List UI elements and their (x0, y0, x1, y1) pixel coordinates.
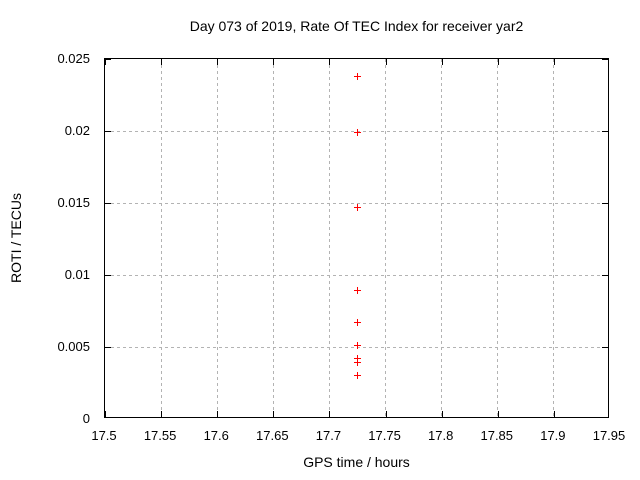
marker-vertical-bar (357, 355, 358, 363)
x-tick-label: 17.75 (368, 428, 401, 443)
y-tick-mark-right (602, 203, 608, 204)
x-tick-label: 17.8 (428, 428, 454, 443)
marker-vertical-bar (357, 72, 358, 80)
marker-vertical-bar (357, 319, 358, 327)
y-tick-label: 0.01 (64, 267, 90, 282)
x-tick-mark-bottom (385, 411, 387, 417)
y-tick-mark-right (602, 275, 608, 276)
x-tick-mark-bottom (161, 411, 163, 417)
x-tick-label: 17.7 (315, 428, 342, 443)
x-tick-mark-top (441, 59, 443, 65)
y-tick-mark-left (105, 59, 111, 60)
y-tick-mark-right (602, 417, 608, 418)
x-axis-label: GPS time / hours (303, 454, 410, 470)
marker-vertical-bar (357, 203, 358, 211)
gridline-horizontal (105, 274, 608, 276)
marker-vertical-bar (357, 342, 358, 350)
y-tick-label: 0.005 (57, 339, 90, 354)
y-tick-mark-right (602, 131, 608, 132)
x-tick-mark-top (105, 59, 106, 65)
y-tick-mark-left (105, 347, 111, 348)
x-tick-mark-bottom (273, 411, 275, 417)
y-tick-label: 0.015 (57, 195, 90, 210)
gridline-vertical (553, 59, 555, 417)
gridline-vertical (160, 59, 162, 417)
x-tick-mark-top (608, 59, 609, 65)
gridline-vertical (385, 59, 387, 417)
y-tick-mark-left (105, 203, 111, 204)
x-tick-mark-top (385, 59, 387, 65)
data-point-marker (354, 72, 361, 80)
chart-title: Day 073 of 2019, Rate Of TEC Index for r… (189, 18, 524, 34)
x-tick-mark-bottom (105, 411, 106, 417)
x-tick-label: 17.95 (592, 428, 626, 443)
x-tick-mark-bottom (329, 411, 331, 417)
y-tick-mark-right (602, 347, 608, 348)
x-tick-mark-bottom (553, 411, 555, 417)
y-tick-label: 0.025 (57, 51, 90, 66)
y-tick-label: 0 (82, 411, 90, 426)
data-point-marker (354, 287, 361, 295)
y-tick-label: 0.02 (64, 123, 90, 138)
data-point-marker (354, 355, 361, 363)
marker-vertical-bar (357, 128, 358, 136)
x-tick-mark-top (329, 59, 331, 65)
y-tick-mark-left (105, 275, 111, 276)
plot-area (104, 58, 609, 418)
x-tick-mark-bottom (608, 411, 609, 417)
marker-vertical-bar (357, 372, 358, 380)
data-point-marker (354, 319, 361, 327)
y-tick-mark-left (105, 417, 111, 418)
data-point-marker (354, 372, 361, 380)
y-tick-mark-right (602, 59, 608, 60)
x-tick-mark-top (553, 59, 555, 65)
x-tick-label: 17.9 (540, 428, 566, 443)
x-tick-label: 17.6 (203, 428, 229, 443)
marker-vertical-bar (357, 359, 358, 367)
x-tick-mark-top (161, 59, 163, 65)
gridline-horizontal (105, 202, 608, 204)
gridline-vertical (497, 59, 499, 417)
x-tick-label: 17.65 (256, 428, 289, 443)
marker-vertical-bar (357, 287, 358, 295)
data-point-marker (354, 342, 361, 350)
x-tick-label: 17.85 (480, 428, 514, 443)
gridline-vertical (441, 59, 443, 417)
gridline-horizontal (105, 346, 608, 348)
x-tick-label: 17.55 (143, 428, 177, 443)
gridline-horizontal (105, 130, 608, 132)
x-tick-mark-bottom (217, 411, 219, 417)
x-tick-label: 17.5 (91, 428, 117, 443)
data-point-marker (354, 203, 361, 211)
x-tick-mark-bottom (497, 411, 499, 417)
y-tick-mark-left (105, 131, 111, 132)
gridline-vertical (328, 59, 330, 417)
gridline-vertical (216, 59, 218, 417)
data-point-marker (354, 128, 361, 136)
x-tick-mark-top (497, 59, 499, 65)
x-tick-mark-top (217, 59, 219, 65)
x-tick-mark-bottom (441, 411, 443, 417)
gridline-vertical (272, 59, 274, 417)
data-point-marker (354, 359, 361, 367)
x-tick-mark-top (273, 59, 275, 65)
